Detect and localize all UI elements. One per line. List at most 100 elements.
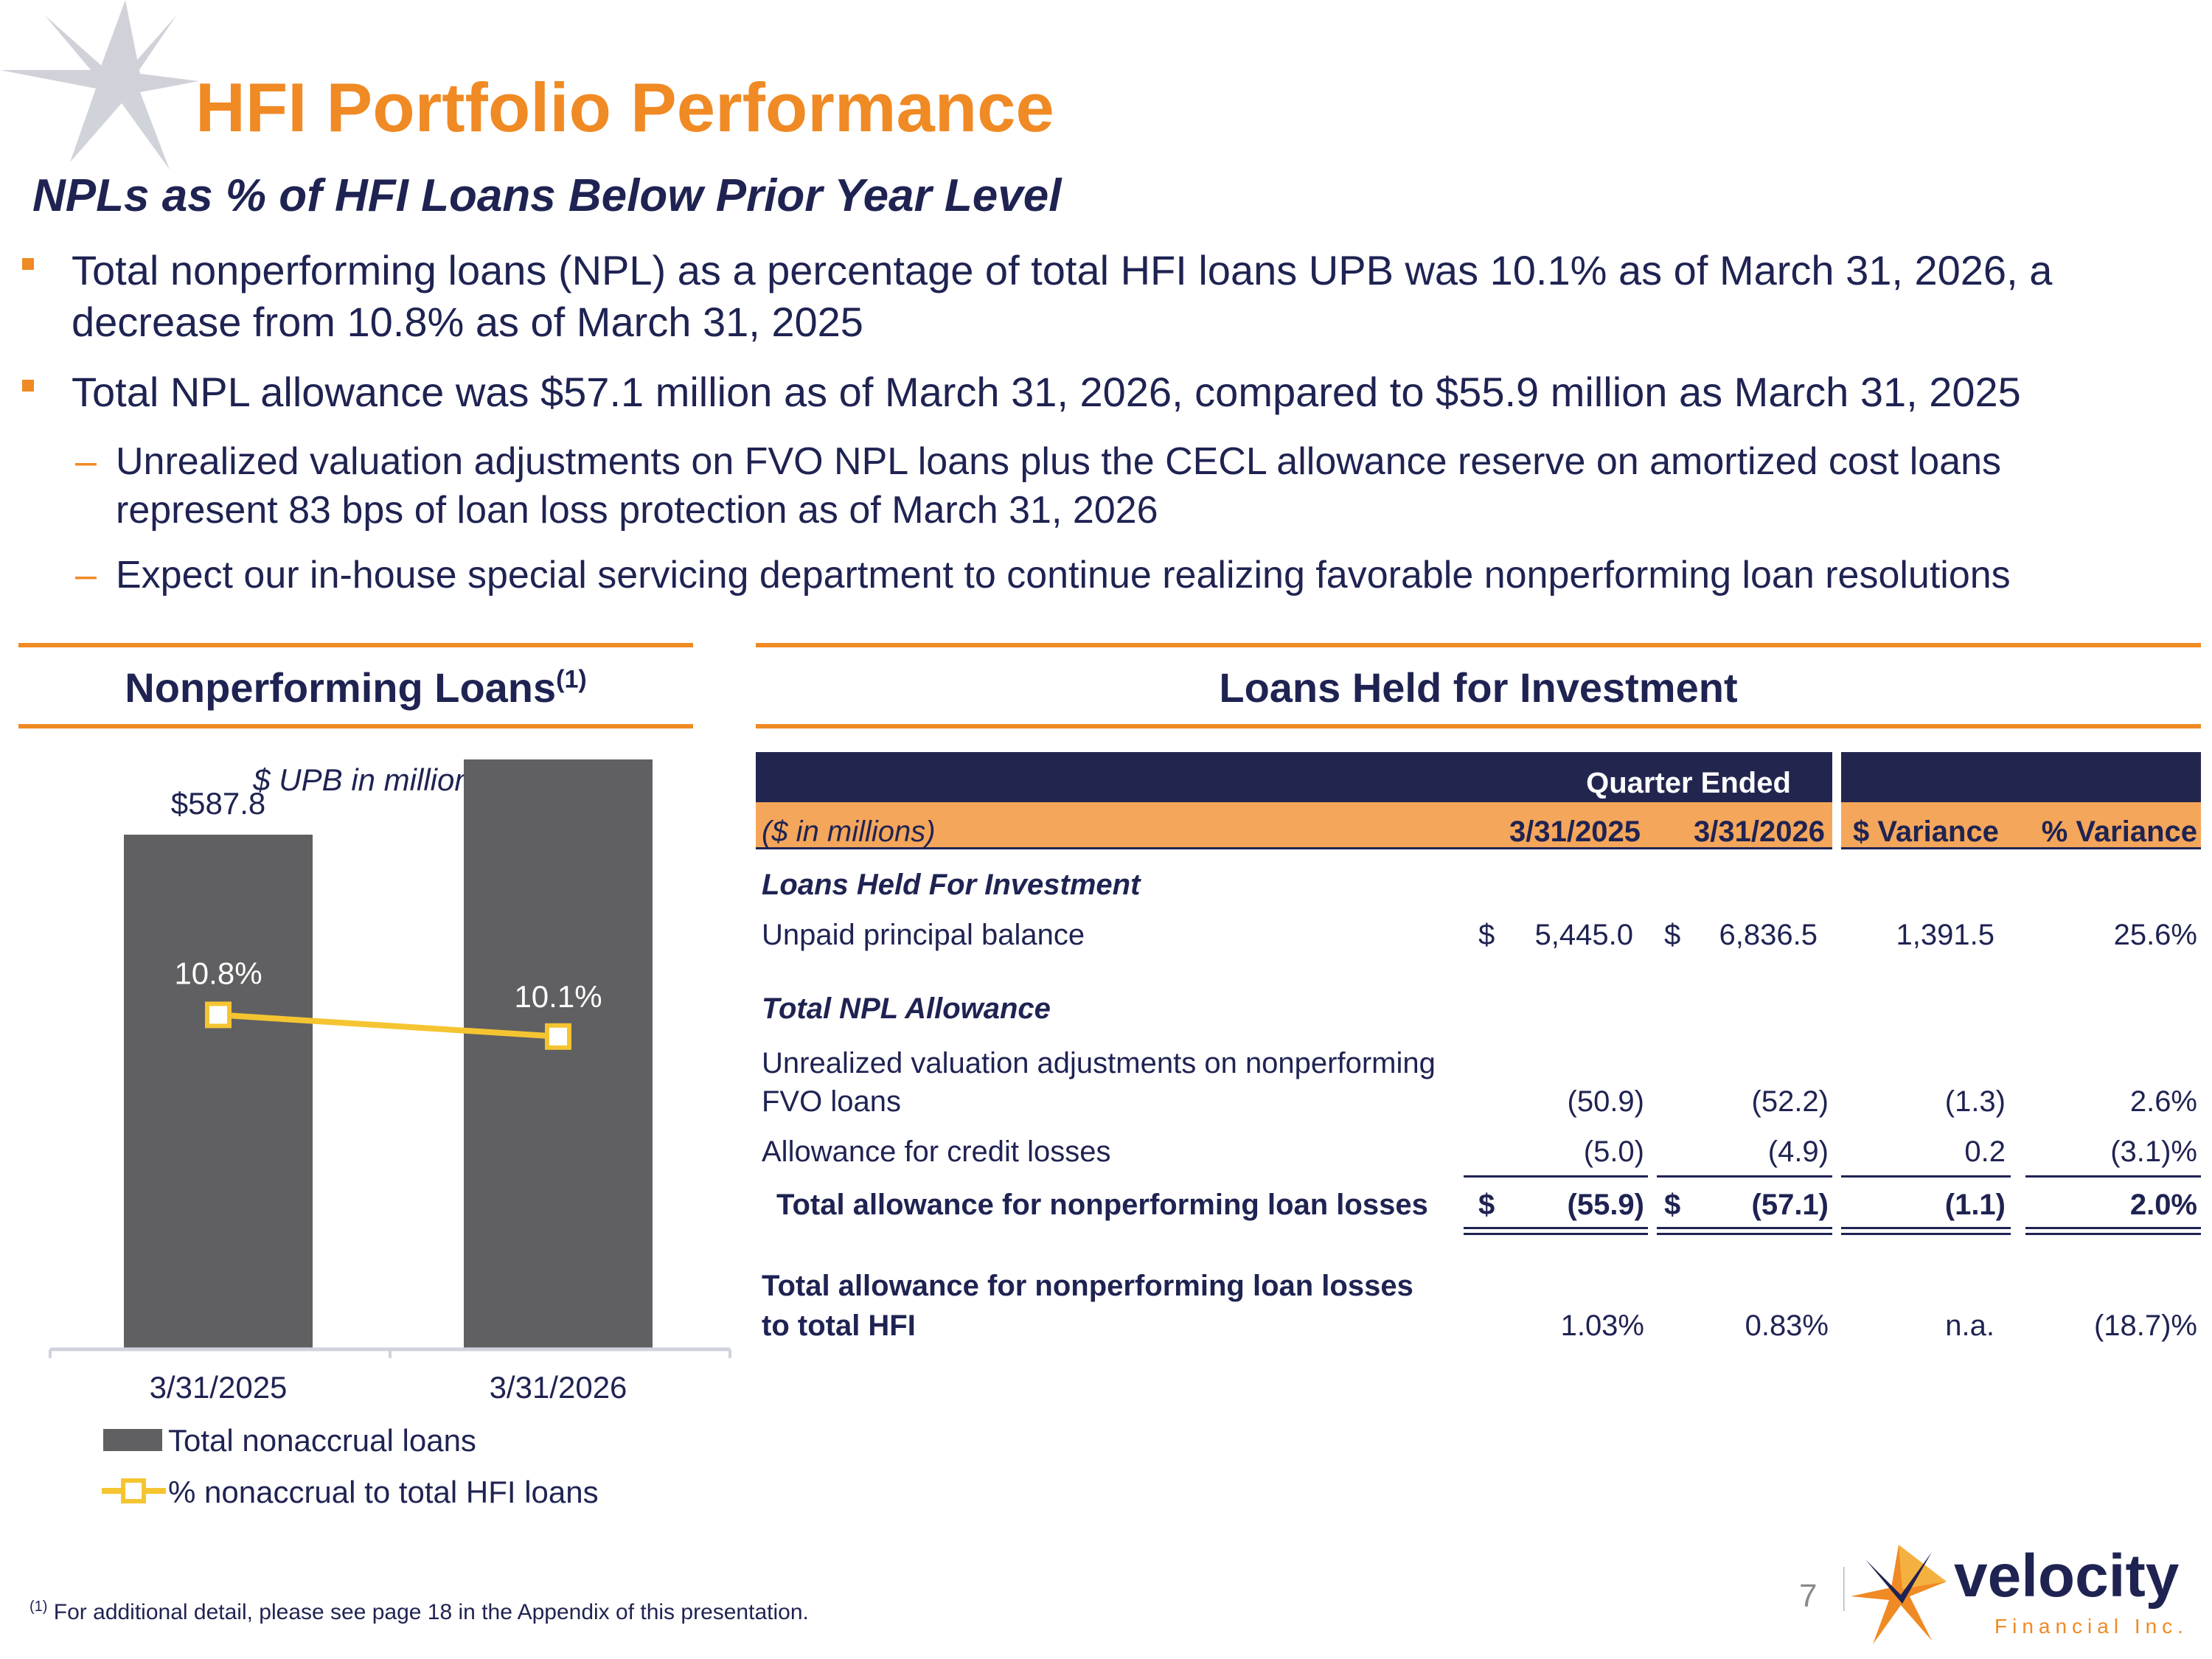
total-2025: (55.9) [1567,1189,1645,1221]
bullet-marker-icon [22,258,34,270]
sub-bullet-1: Unrealized valuation adjustments on FVO … [116,437,2180,535]
npl-rule-bottom [18,724,693,728]
acl-2025: (5.0) [1583,1135,1644,1168]
fvo-variance: (1.3) [1944,1085,2006,1118]
ratio-2026: 0.83% [1745,1310,1829,1342]
col-header-pct-variance: % Variance [2041,815,2197,848]
logo-wordmark: velocity [1954,1543,2180,1610]
total-variance: (1.1) [1944,1189,2006,1221]
upb-cur-2025: $ [1478,919,1495,951]
upb-label: Unpaid principal balance [762,919,1085,951]
table-subheader-bar-variance [1841,802,2201,849]
dbl-rule-2025-b [1464,1233,1648,1235]
dbl-rule-pct-a [2025,1227,2201,1229]
ratio-pct-variance: (18.7)% [2093,1310,2197,1342]
npl-chart: $ UPB in millions $587.8$692.1 10.8%10.1… [49,759,731,1509]
legend-label-line: % nonaccrual to total HFI loans [168,1475,599,1509]
line-point [205,1001,232,1029]
bullet-marker-icon [22,380,34,392]
ratio-variance: n.a. [1945,1310,1994,1342]
rule-total-pct [2025,1175,2201,1178]
fvo-2026: (52.2) [1751,1085,1829,1118]
footnote-sup: (1) [29,1599,48,1615]
dbl-rule-variance-a [1841,1227,2011,1229]
lhi-rule-top [756,643,2201,647]
total-cur-2025: $ [1478,1189,1495,1221]
legend-label-bar: Total nonaccrual loans [168,1423,476,1458]
dash-marker-icon: – [75,554,97,597]
rule-total-2026 [1657,1175,1832,1178]
total-2026: (57.1) [1751,1189,1829,1221]
sub-bullet-2: Expect our in-house special servicing de… [116,554,2011,597]
velocity-logo: velocity Financial Inc. [1843,1543,2188,1644]
bar [124,834,313,1349]
table-header-bar [756,752,1832,802]
npl-rule-top [18,643,693,647]
upb-pct-variance: 25.6% [2113,919,2197,951]
section-npl-allowance: Total NPL Allowance [762,992,1051,1025]
units-label: ($ in millions) [762,815,936,848]
npl-section-title-sup: (1) [556,665,587,694]
section-loans-held: Loans Held For Investment [762,869,1141,901]
page-subtitle: NPLs as % of HFI Loans Below Prior Year … [32,170,1062,221]
table-header-bar-variance [1841,752,2201,802]
dbl-rule-2026-a [1657,1227,1832,1229]
col-header-2025: 3/31/2025 [1509,815,1641,848]
fvo-label-2: FVO loans [762,1085,901,1118]
dbl-rule-2026-b [1657,1233,1832,1235]
fvo-2025: (50.9) [1567,1085,1645,1118]
lhi-rule-bottom [756,724,2201,728]
upb-variance: 1,391.5 [1896,919,1994,951]
line-point [545,1023,571,1050]
chart-subtitle: $ UPB in millions [252,762,487,797]
ratio-label-2: to total HFI [762,1310,916,1342]
bullet-2: Total NPL allowance was $57.1 million as… [72,369,2021,415]
fvo-label-1: Unrealized valuation adjustments on nonp… [762,1047,1436,1079]
x-tick-label: 3/31/2026 [490,1370,627,1405]
dash-marker-icon: – [75,440,97,483]
col-header-2026: 3/31/2026 [1694,815,1825,848]
legend-swatch-bar [103,1429,162,1451]
sub-bullet-1-line-2: represent 83 bps of loan loss protection… [116,489,1158,532]
acl-variance: 0.2 [1964,1135,2006,1168]
logo-subtext: Financial Inc. [1994,1615,2188,1638]
ratio-2025: 1.03% [1560,1310,1644,1342]
bullet-1-line-2: decrease from 10.8% as of March 31, 2025 [72,299,863,345]
total-cur-2026: $ [1664,1189,1681,1221]
dbl-rule-variance-b [1841,1233,2011,1235]
col-header-dollar-variance: $ Variance [1853,815,1999,848]
line-data-label: 10.1% [514,979,602,1014]
npl-section-title: Nonperforming Loans(1) [18,664,693,712]
total-pct-variance: 2.0% [2129,1189,2197,1221]
rule-total-2025 [1464,1175,1648,1178]
page-title: HFI Portfolio Performance [195,69,1054,146]
rule-total-variance [1841,1175,2011,1178]
line-data-label: 10.8% [174,956,262,990]
footnote-text: For additional detail, please see page 1… [53,1600,809,1624]
upb-2025: 5,445.0 [1534,919,1633,951]
bullet-1-line-1: Total nonperforming loans (NPL) as a per… [72,247,2053,293]
ratio-label-1: Total allowance for nonperforming loan l… [762,1270,1413,1302]
x-tick-label: 3/31/2025 [150,1370,288,1405]
bullet-1: Total nonperforming loans (NPL) as a per… [72,245,2195,348]
dbl-rule-pct-b [2025,1233,2201,1235]
fvo-pct-variance: 2.6% [2129,1085,2197,1118]
bar-data-label: $587.8 [171,786,265,821]
acl-2026: (4.9) [1767,1135,1829,1168]
dbl-rule-2025-a [1464,1227,1648,1229]
npl-section-title-text: Nonperforming Loans [125,664,557,711]
page-number: 7 [1799,1578,1818,1614]
total-label: Total allowance for nonperforming loan l… [776,1189,1428,1221]
quarter-ended-header: Quarter Ended [1586,767,1791,799]
star-decoration-icon [0,0,199,170]
bar [464,759,653,1349]
sub-bullet-1-line-1: Unrealized valuation adjustments on FVO … [116,440,2002,483]
lhi-section-title: Loans Held for Investment [1219,664,1738,711]
acl-pct-variance: (3.1)% [2110,1135,2197,1168]
upb-2026: 6,836.5 [1719,919,1818,951]
upb-cur-2026: $ [1664,919,1681,951]
logo-star-icon [1851,1545,1947,1644]
series-line [218,1012,559,1040]
acl-label: Allowance for credit losses [762,1135,1111,1168]
footnote: (1) For additional detail, please see pa… [29,1599,809,1625]
